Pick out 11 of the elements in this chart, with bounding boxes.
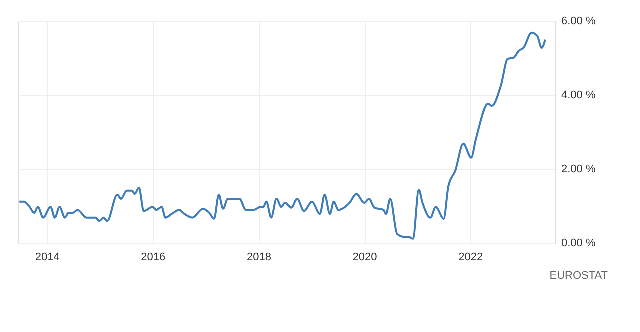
x-tick-label: 2022 [458,252,484,264]
y-tick-label: 6.00 % [562,16,596,28]
y-tick-label: 4.00 % [562,90,596,102]
text: EUROSTAT [550,270,608,282]
line-series [18,32,546,240]
x-tick-label: 2016 [141,252,166,264]
x-tick-label: 2020 [352,252,378,264]
y-tick-label: 2.00 % [562,164,596,176]
x-tick-label: 2014 [35,252,60,264]
y-tick-label: 0.00 % [562,238,596,250]
x-tick-label: 2018 [246,252,272,264]
